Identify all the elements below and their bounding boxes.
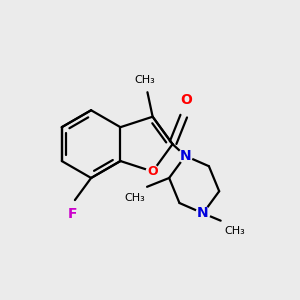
Text: N: N [179,149,191,163]
Circle shape [195,206,211,221]
Text: N: N [197,206,209,220]
Circle shape [146,164,160,178]
Text: CH₃: CH₃ [224,226,245,236]
Text: F: F [68,206,77,220]
Text: O: O [180,93,192,107]
Text: O: O [147,165,158,178]
Text: CH₃: CH₃ [134,75,155,85]
Circle shape [178,148,193,164]
Text: CH₃: CH₃ [125,193,146,203]
